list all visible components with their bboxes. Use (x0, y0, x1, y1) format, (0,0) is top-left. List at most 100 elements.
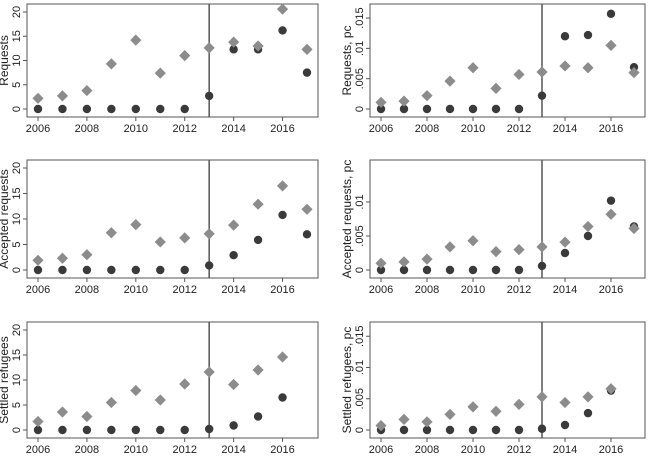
y-tick-label: .005 (354, 388, 366, 409)
data-point-diamond (513, 398, 525, 410)
data-point-diamond (628, 67, 640, 79)
data-point-diamond (605, 39, 617, 51)
data-point-circle (514, 265, 524, 275)
data-point-diamond (444, 75, 456, 87)
data-point-diamond (203, 42, 215, 54)
y-tick-label: .01 (354, 41, 366, 56)
data-point-circle (468, 265, 478, 275)
data-point-circle (278, 210, 287, 220)
data-point-circle (253, 412, 263, 421)
data-point-circle (156, 265, 165, 275)
x-tick-label: 2006 (369, 123, 393, 135)
data-point-circle (583, 408, 593, 418)
data-point-circle (180, 425, 189, 435)
data-point-circle (606, 196, 616, 205)
x-tick-label: 2008 (415, 444, 439, 456)
data-point-circle (560, 248, 570, 258)
data-point-diamond (105, 396, 117, 409)
x-tick-label: 2014 (553, 123, 577, 135)
data-point-circle (399, 265, 409, 275)
data-point-diamond (467, 62, 479, 74)
data-point-diamond (56, 252, 69, 264)
panel-settled-refugees: 0 5 10 15 20 2006 2008 2010 2012 2014 2016 Settled … (0, 321, 319, 456)
data-point-circle (606, 9, 616, 19)
x-tick-label: 2008 (75, 444, 99, 456)
y-tick-label: 15 (11, 187, 23, 199)
data-point-diamond (56, 90, 69, 102)
data-point-circle (82, 265, 92, 275)
data-point-diamond (536, 66, 548, 78)
data-point-circle (491, 104, 501, 114)
x-tick-label: 2016 (599, 444, 623, 456)
x-tick-label: 2016 (599, 123, 623, 135)
x-tick-label: 2012 (507, 123, 531, 135)
data-point-diamond (203, 366, 215, 378)
data-point-circle (180, 265, 189, 275)
data-point-diamond (375, 257, 387, 269)
data-point-diamond (513, 68, 525, 81)
data-point-diamond (421, 253, 433, 265)
data-point-diamond (536, 391, 548, 403)
panel-accepted-requests: 0 5 10 15 20 2006 2008 2010 2012 2014 2016 Accepted… (0, 159, 319, 296)
data-point-circle (33, 104, 43, 114)
data-point-circle (131, 104, 141, 114)
data-point-diamond (605, 208, 617, 220)
data-point-diamond (582, 62, 594, 74)
data-point-diamond (228, 378, 240, 391)
y-axis-label: Settled refugees, pc (340, 327, 354, 434)
x-tick-label: 2014 (553, 444, 577, 456)
y-axis-label: Accepted requests, pc (340, 160, 354, 279)
data-point-circle (33, 265, 43, 275)
y-tick-label: 0 (354, 267, 366, 273)
data-point-circle (156, 425, 165, 435)
y-tick-label: 5 (11, 82, 23, 88)
x-tick-label: 2008 (75, 284, 99, 296)
x-tick-label: 2008 (415, 284, 439, 296)
data-point-circle (491, 425, 501, 435)
data-point-circle (376, 265, 386, 275)
data-point-circle (131, 425, 141, 435)
y-tick-label: 5 (11, 241, 23, 247)
x-tick-label: 2012 (507, 444, 531, 456)
data-point-circle (302, 230, 312, 239)
y-axis-label: Accepted requests (0, 169, 11, 268)
y-tick-label: .005 (354, 225, 366, 246)
data-point-diamond (467, 401, 479, 413)
data-point-diamond (301, 203, 313, 215)
y-tick-label: 15 (11, 30, 23, 42)
data-point-diamond (81, 410, 93, 423)
data-point-circle (560, 420, 570, 430)
data-point-circle (537, 424, 547, 433)
data-point-circle (302, 68, 312, 77)
y-tick-label: 5 (11, 402, 23, 408)
data-point-diamond (301, 43, 313, 55)
data-point-diamond (56, 406, 69, 418)
data-point-circle (537, 261, 547, 271)
x-tick-label: 2010 (124, 284, 148, 296)
x-tick-label: 2016 (270, 284, 294, 296)
plot-frame (26, 159, 319, 279)
data-point-circle (107, 425, 116, 435)
x-tick-label: 2006 (369, 444, 393, 456)
data-point-circle (514, 425, 524, 435)
x-tick-label: 2012 (507, 284, 531, 296)
data-point-diamond (105, 58, 117, 70)
y-tick-label: .005 (354, 68, 366, 89)
data-point-diamond (179, 378, 191, 390)
y-tick-label: 0 (11, 106, 23, 112)
panel-settled-refugees-pc: 0 .005 .01 .015 2006 2008 2010 2012 2014 2016 Sett… (340, 321, 646, 456)
y-tick-label: 20 (11, 324, 23, 336)
plot-frame (369, 3, 646, 118)
x-tick-label: 2014 (221, 444, 245, 456)
y-tick-label: .015 (354, 7, 366, 28)
plot-frame (26, 3, 319, 118)
y-tick-label: 0 (354, 106, 366, 112)
data-point-circle (156, 104, 165, 114)
data-point-circle (131, 265, 141, 275)
data-point-circle (33, 425, 43, 435)
data-point-diamond (81, 84, 93, 97)
data-point-circle (560, 32, 570, 41)
data-point-circle (376, 104, 386, 114)
x-tick-label: 2008 (415, 123, 439, 135)
data-point-circle (491, 265, 501, 275)
